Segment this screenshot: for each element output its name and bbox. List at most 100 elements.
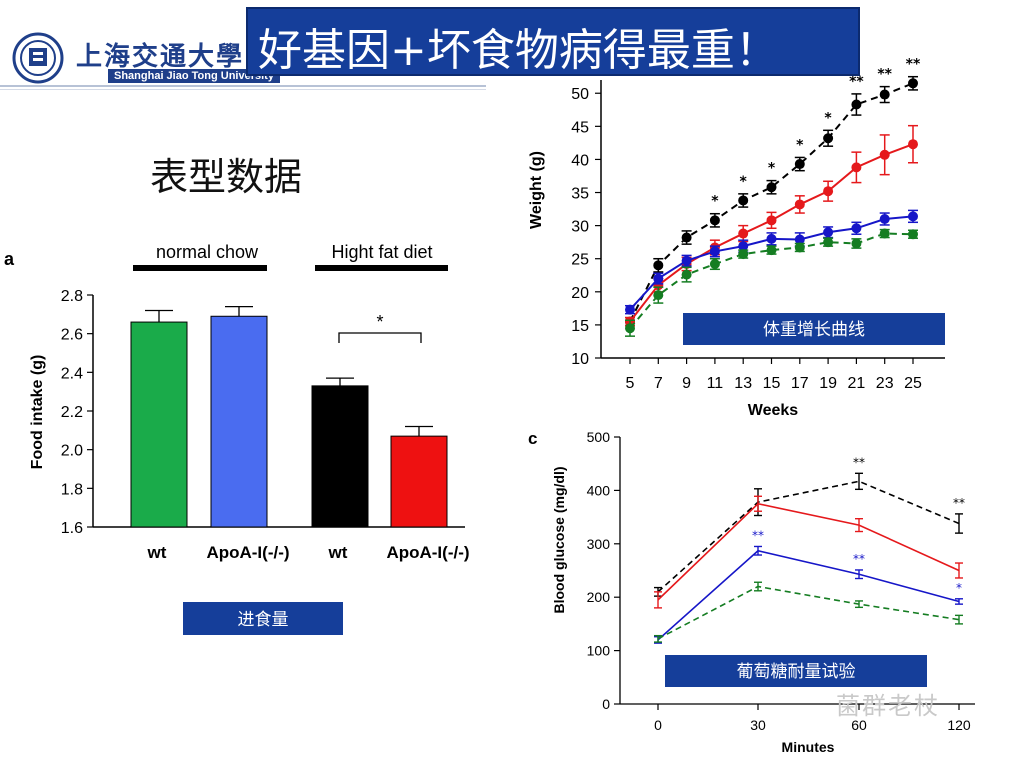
weight-series-line-blue (629, 215, 914, 311)
glucose-significance: ** (853, 552, 865, 566)
weight-significance: ** (849, 74, 864, 90)
food-group-label: Hight fat diet (331, 242, 432, 262)
food-category-label: wt (328, 543, 348, 562)
food-y-tick-label: 2.6 (61, 327, 83, 344)
weight-data-point (766, 233, 777, 244)
glucose-series-line-red (657, 502, 960, 601)
food-y-tick-label: 2.8 (61, 288, 83, 305)
glucose-x-tick-label: 30 (750, 717, 766, 733)
weight-data-point (738, 195, 749, 206)
glucose-significance: ** (853, 455, 865, 469)
weight-data-point (709, 215, 720, 226)
food-significance-star: * (376, 312, 383, 332)
weight-data-point (851, 162, 862, 173)
weight-data-point (879, 228, 890, 239)
weight-y-tick-label: 30 (571, 219, 589, 236)
phenotype-data-title: 表型数据 (150, 155, 303, 199)
food-category-label: ApoA-I(-/-) (386, 543, 469, 562)
logo-chinese-text: 上海交通大學 (76, 42, 245, 72)
weight-data-point (681, 255, 692, 266)
food-significance-bracket (338, 332, 422, 343)
weight-data-point (879, 89, 890, 100)
header-divider-thin (0, 89, 486, 90)
weight-y-tick-label: 40 (571, 152, 589, 169)
food-group-label: normal chow (156, 242, 259, 262)
weight-series-line-green (629, 232, 914, 329)
food-y-tick-label: 2.4 (61, 365, 83, 382)
food-bar (311, 385, 369, 528)
weight-x-tick-label: 13 (734, 375, 752, 392)
weight-data-point (823, 227, 834, 238)
weight-data-point (738, 249, 749, 260)
glucose-series-line-black (657, 480, 960, 593)
weight-y-tick-label: 20 (571, 285, 589, 302)
glucose-significance: ** (752, 528, 764, 542)
weight-data-point (879, 214, 890, 224)
weight-data-point (794, 159, 805, 170)
glucose-x-tick-label: 0 (654, 717, 662, 733)
glucose-y-tick-label: 200 (587, 589, 611, 605)
weight-data-point (823, 186, 834, 197)
panel-letter-a: a (4, 249, 15, 269)
weight-data-point (738, 228, 749, 239)
slide-title-box (246, 7, 860, 76)
weight-x-tick-label: 17 (791, 375, 809, 392)
weight-data-point (653, 273, 664, 284)
weight-y-tick-label: 10 (571, 351, 589, 368)
glucose-x-axis-label: Minutes (782, 739, 835, 755)
food-bar (210, 315, 268, 528)
weight-data-point (908, 229, 918, 240)
weight-significance: ** (877, 67, 892, 83)
glucose-x-tick-label: 60 (851, 717, 867, 733)
weight-data-point (625, 323, 635, 334)
food-group-bar (315, 265, 448, 271)
weight-data-point (766, 215, 777, 226)
weight-y-tick-label: 50 (571, 86, 589, 103)
glucose-significance: ** (953, 496, 965, 510)
food-group-bar (133, 265, 267, 271)
weight-significance: ** (906, 57, 921, 73)
weight-data-point (709, 246, 720, 257)
weight-data-point (908, 139, 918, 150)
weight-data-point (653, 260, 664, 271)
weight-data-point (908, 78, 918, 89)
weight-data-point (766, 182, 777, 193)
weight-x-tick-label: 19 (819, 375, 837, 392)
weight-significance: * (711, 194, 719, 210)
weight-series-line-black (629, 82, 914, 323)
glucose-label-box (665, 655, 927, 687)
weight-data-point (766, 245, 777, 256)
weight-data-point (681, 232, 692, 243)
weight-data-point (851, 99, 862, 110)
watermark-text: 菌群老杖 (836, 692, 940, 720)
glucose-y-axis-label: Blood glucose (mg/dl) (551, 467, 567, 614)
header-divider (0, 85, 486, 87)
weight-y-tick-label: 25 (571, 252, 589, 269)
weight-x-axis-label: Weeks (748, 402, 799, 419)
weight-data-point (681, 269, 692, 280)
food-bar (130, 321, 188, 528)
weight-y-tick-label: 15 (571, 318, 589, 335)
weight-data-point (794, 199, 805, 210)
glucose-series-line-blue (657, 549, 960, 641)
weight-data-point (794, 242, 805, 253)
slide-title: 好基因+坏食物病得最重！ (258, 25, 779, 76)
weight-data-point (794, 234, 805, 245)
weight-y-axis-label: Weight (g) (528, 151, 545, 229)
food-category-label: wt (147, 543, 167, 562)
weight-significance: * (824, 110, 832, 126)
weight-x-tick-label: 5 (626, 375, 635, 392)
glucose-series-line-green (657, 585, 960, 640)
weight-significance: * (768, 161, 776, 177)
glucose-y-tick-label: 0 (602, 696, 610, 712)
weight-data-point (908, 211, 918, 222)
glucose-label-text: 葡萄糖耐量试验 (737, 662, 856, 682)
panel-letter-c: c (528, 429, 537, 448)
glucose-significance: * (956, 581, 962, 595)
food-bar (390, 435, 448, 528)
weight-data-point (823, 133, 834, 144)
weight-data-point (709, 259, 720, 270)
logo-english-text: Shanghai Jiao Tong University (108, 69, 280, 83)
weight-x-tick-label: 7 (654, 375, 663, 392)
weight-x-tick-label: 9 (682, 375, 691, 392)
